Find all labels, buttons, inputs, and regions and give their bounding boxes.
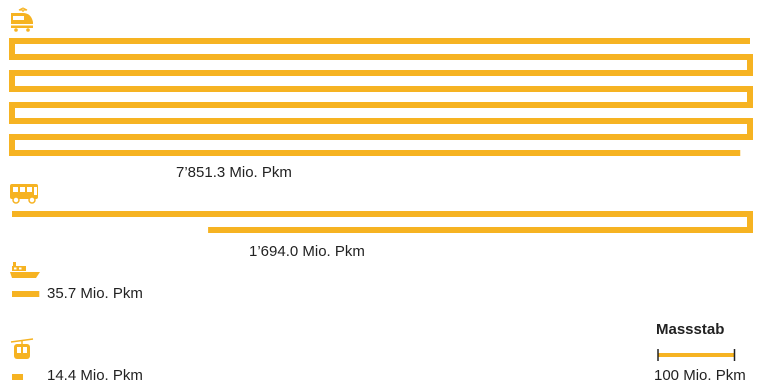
scale-bar (658, 353, 735, 357)
ship-icon (10, 262, 40, 278)
data-label-train: 7’851.3 Mio. Pkm (176, 164, 292, 181)
scale-title: Massstab (656, 321, 725, 338)
train-icon (11, 7, 33, 32)
scale-label: 100 Mio. Pkm (654, 367, 746, 384)
data-label-ship: 35.7 Mio. Pkm (47, 285, 143, 302)
data-label-cable-car: 14.4 Mio. Pkm (47, 367, 143, 384)
data-label-bus: 1’694.0 Mio. Pkm (249, 243, 365, 260)
bars-layer (9, 38, 753, 380)
bar-ship (12, 291, 40, 297)
bar-cable-car (12, 374, 24, 380)
bar-bus (12, 211, 753, 233)
bus-icon (10, 184, 38, 204)
cable-car-icon (10, 338, 34, 359)
bar-train (9, 38, 753, 156)
